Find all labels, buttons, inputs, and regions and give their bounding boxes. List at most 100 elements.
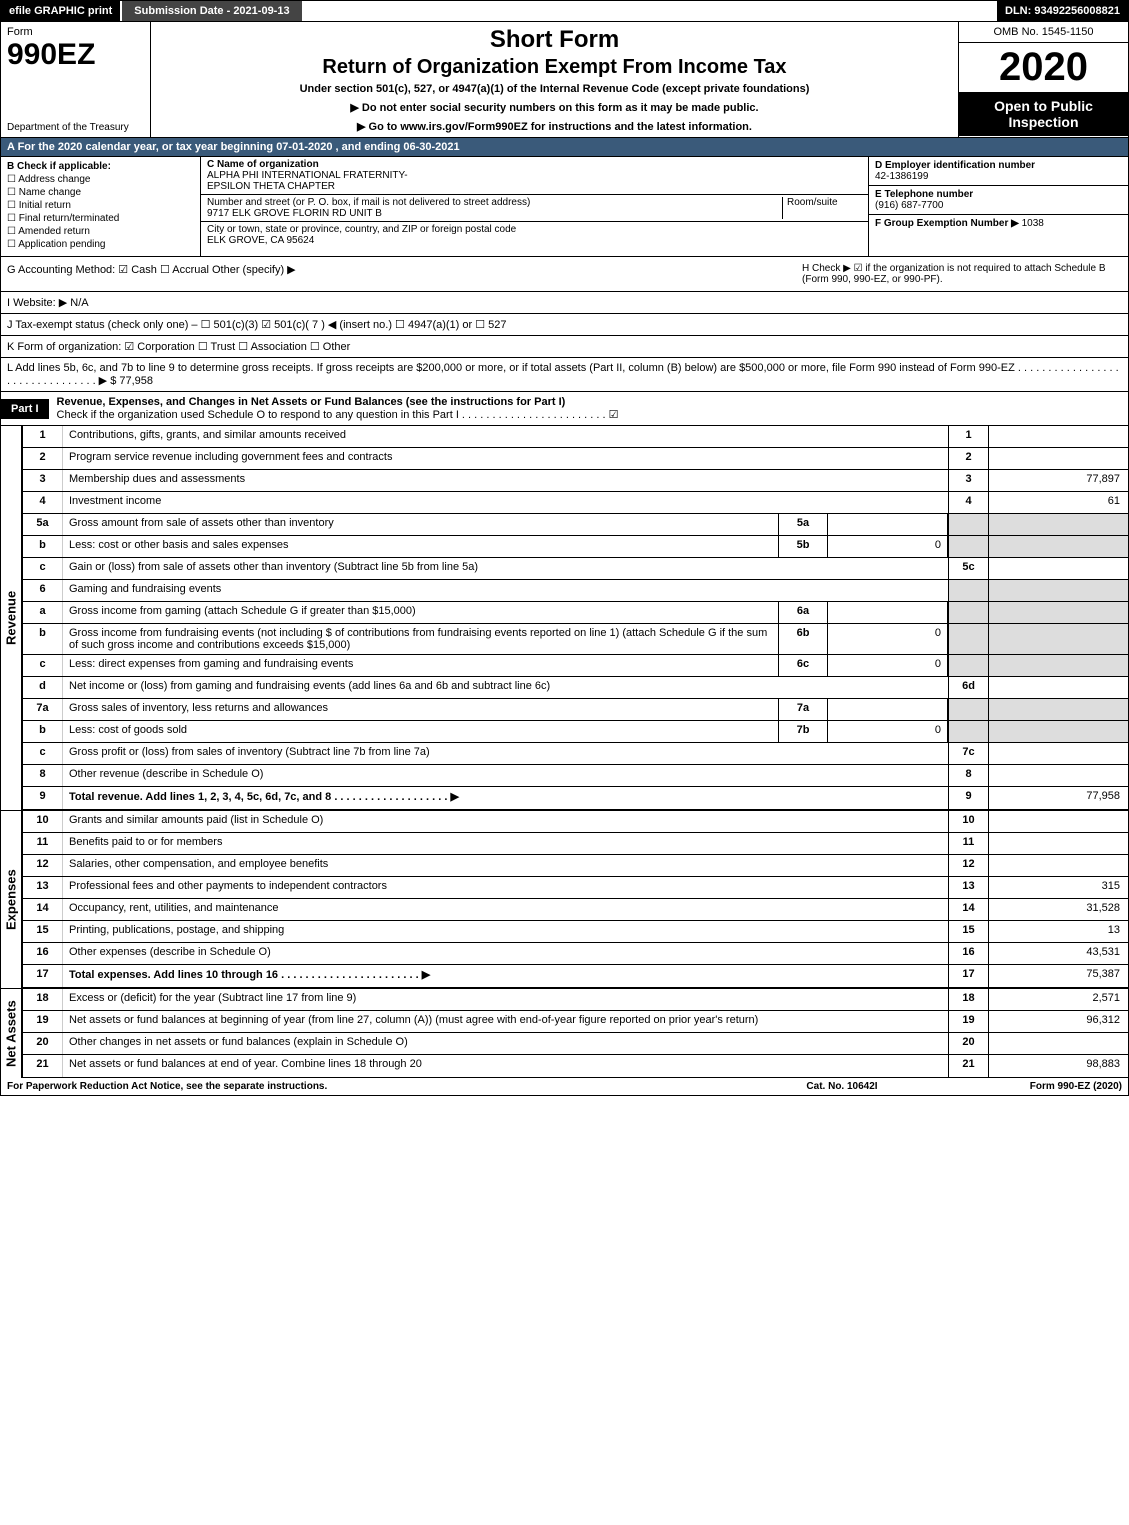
pra-notice: For Paperwork Reduction Act Notice, see … — [7, 1081, 742, 1092]
page-footer: For Paperwork Reduction Act Notice, see … — [0, 1078, 1129, 1096]
line-15: 15Printing, publications, postage, and s… — [23, 921, 1128, 943]
group-value: 1038 — [1022, 218, 1044, 229]
submission-date: Submission Date - 2021-09-13 — [120, 1, 301, 21]
line-5c: cGain or (loss) from sale of assets othe… — [23, 558, 1128, 580]
phone-block: E Telephone number (916) 687-7700 — [869, 186, 1128, 215]
net-assets-side-label: Net Assets — [0, 989, 22, 1078]
line-11: 11Benefits paid to or for members11 — [23, 833, 1128, 855]
line-6: 6Gaming and fundraising events — [23, 580, 1128, 602]
org-city: ELK GROVE, CA 95624 — [207, 235, 862, 246]
org-address-row: Number and street (or P. O. box, if mail… — [201, 195, 868, 222]
net-assets-table: 18Excess or (deficit) for the year (Subt… — [22, 989, 1129, 1078]
short-form-title: Short Form — [159, 26, 950, 54]
efile-label: efile GRAPHIC print — [1, 1, 120, 21]
line-i-website: I Website: ▶ N/A — [0, 292, 1129, 314]
ssn-warning: ▶ Do not enter social security numbers o… — [159, 101, 950, 114]
line-6c: cLess: direct expenses from gaming and f… — [23, 655, 1128, 677]
addr-label: Number and street (or P. O. box, if mail… — [207, 197, 782, 208]
chk-address-change[interactable]: ☐ Address change — [7, 174, 194, 185]
col-c-org: C Name of organization ALPHA PHI INTERNA… — [201, 157, 868, 256]
return-title: Return of Organization Exempt From Incom… — [159, 56, 950, 79]
expenses-table: 10Grants and similar amounts paid (list … — [22, 811, 1129, 988]
revenue-table: 1Contributions, gifts, grants, and simil… — [22, 426, 1129, 810]
line-6d: dNet income or (loss) from gaming and fu… — [23, 677, 1128, 699]
ein-label: D Employer identification number — [875, 160, 1122, 171]
line-21: 21Net assets or fund balances at end of … — [23, 1055, 1128, 1077]
col-b-checkboxes: B Check if applicable: ☐ Address change … — [1, 157, 201, 256]
form-number: 990EZ — [7, 38, 144, 72]
revenue-side-label: Revenue — [0, 426, 22, 810]
line-10: 10Grants and similar amounts paid (list … — [23, 811, 1128, 833]
form-word: Form — [7, 26, 144, 38]
expenses-side-label: Expenses — [0, 811, 22, 988]
line-7a: 7aGross sales of inventory, less returns… — [23, 699, 1128, 721]
group-exemption-block: F Group Exemption Number ▶ 1038 — [869, 215, 1128, 232]
line-1: 1Contributions, gifts, grants, and simil… — [23, 426, 1128, 448]
gh-row: G Accounting Method: ☑ Cash ☐ Accrual Ot… — [0, 257, 1129, 292]
form-header: Form 990EZ Department of the Treasury Sh… — [0, 22, 1129, 138]
row-a-tax-year: A For the 2020 calendar year, or tax yea… — [0, 138, 1129, 157]
line-3: 3Membership dues and assessments377,897 — [23, 470, 1128, 492]
line-5a: 5aGross amount from sale of assets other… — [23, 514, 1128, 536]
group-label: F Group Exemption Number ▶ — [875, 218, 1019, 229]
chk-name-change[interactable]: ☐ Name change — [7, 187, 194, 198]
col-b-title: B Check if applicable: — [7, 161, 194, 172]
goto-link[interactable]: ▶ Go to www.irs.gov/Form990EZ for instru… — [159, 120, 950, 133]
line-8: 8Other revenue (describe in Schedule O)8 — [23, 765, 1128, 787]
part-i-check: Check if the organization used Schedule … — [57, 409, 619, 421]
dln-label: DLN: 93492256008821 — [997, 1, 1128, 21]
open-to-public: Open to Public Inspection — [959, 92, 1128, 136]
line-7c: cGross profit or (loss) from sales of in… — [23, 743, 1128, 765]
header-left: Form 990EZ Department of the Treasury — [1, 22, 151, 137]
chk-amended-return[interactable]: ☐ Amended return — [7, 226, 194, 237]
line-k-org-form: K Form of organization: ☑ Corporation ☐ … — [0, 336, 1129, 358]
line-h: H Check ▶ ☑ if the organization is not r… — [792, 263, 1122, 285]
omb-number: OMB No. 1545-1150 — [959, 22, 1128, 43]
org-name: ALPHA PHI INTERNATIONAL FRATERNITY- EPSI… — [207, 170, 862, 192]
line-6b: bGross income from fundraising events (n… — [23, 624, 1128, 655]
chk-final-return[interactable]: ☐ Final return/terminated — [7, 213, 194, 224]
line-18: 18Excess or (deficit) for the year (Subt… — [23, 989, 1128, 1011]
header-center: Short Form Return of Organization Exempt… — [151, 22, 958, 137]
org-name-row: C Name of organization ALPHA PHI INTERNA… — [201, 157, 868, 195]
part-i-header: Part I Revenue, Expenses, and Changes in… — [0, 392, 1129, 426]
ein-block: D Employer identification number 42-1386… — [869, 157, 1128, 186]
top-bar: efile GRAPHIC print Submission Date - 20… — [0, 0, 1129, 22]
line-6a: aGross income from gaming (attach Schedu… — [23, 602, 1128, 624]
org-city-row: City or town, state or province, country… — [201, 222, 868, 248]
city-label: City or town, state or province, country… — [207, 224, 862, 235]
part-i-label: Part I — [1, 399, 49, 419]
part-i-title-text: Revenue, Expenses, and Changes in Net As… — [57, 396, 566, 408]
line-l-gross-receipts: L Add lines 5b, 6c, and 7b to line 9 to … — [0, 358, 1129, 392]
line-16: 16Other expenses (describe in Schedule O… — [23, 943, 1128, 965]
line-g: G Accounting Method: ☑ Cash ☐ Accrual Ot… — [7, 263, 792, 285]
chk-initial-return[interactable]: ☐ Initial return — [7, 200, 194, 211]
line-j-tax-exempt: J Tax-exempt status (check only one) – ☐… — [0, 314, 1129, 336]
under-section: Under section 501(c), 527, or 4947(a)(1)… — [159, 83, 950, 95]
line-20: 20Other changes in net assets or fund ba… — [23, 1033, 1128, 1055]
chk-application-pending[interactable]: ☐ Application pending — [7, 239, 194, 250]
line-5b: bLess: cost or other basis and sales exp… — [23, 536, 1128, 558]
room-label: Room/suite — [787, 197, 862, 208]
part-i-title: Revenue, Expenses, and Changes in Net As… — [49, 392, 1128, 425]
form-ref: Form 990-EZ (2020) — [942, 1081, 1122, 1092]
phone-label: E Telephone number — [875, 189, 1122, 200]
org-address: 9717 ELK GROVE FLORIN RD UNIT B — [207, 208, 782, 219]
tax-year: 2020 — [959, 43, 1128, 92]
net-assets-section: Net Assets 18Excess or (deficit) for the… — [0, 988, 1129, 1078]
col-de: D Employer identification number 42-1386… — [868, 157, 1128, 256]
revenue-section: Revenue 1Contributions, gifts, grants, a… — [0, 426, 1129, 810]
cat-number: Cat. No. 10642I — [742, 1081, 942, 1092]
spacer — [302, 1, 997, 21]
line-9: 9Total revenue. Add lines 1, 2, 3, 4, 5c… — [23, 787, 1128, 809]
phone-value: (916) 687-7700 — [875, 200, 1122, 211]
line-13: 13Professional fees and other payments t… — [23, 877, 1128, 899]
line-4: 4Investment income461 — [23, 492, 1128, 514]
line-17: 17Total expenses. Add lines 10 through 1… — [23, 965, 1128, 987]
org-name-label: C Name of organization — [207, 159, 862, 170]
line-12: 12Salaries, other compensation, and empl… — [23, 855, 1128, 877]
line-7b: bLess: cost of goods sold7b0 — [23, 721, 1128, 743]
expenses-section: Expenses 10Grants and similar amounts pa… — [0, 810, 1129, 988]
line-14: 14Occupancy, rent, utilities, and mainte… — [23, 899, 1128, 921]
goto-text: ▶ Go to www.irs.gov/Form990EZ for instru… — [357, 121, 752, 133]
